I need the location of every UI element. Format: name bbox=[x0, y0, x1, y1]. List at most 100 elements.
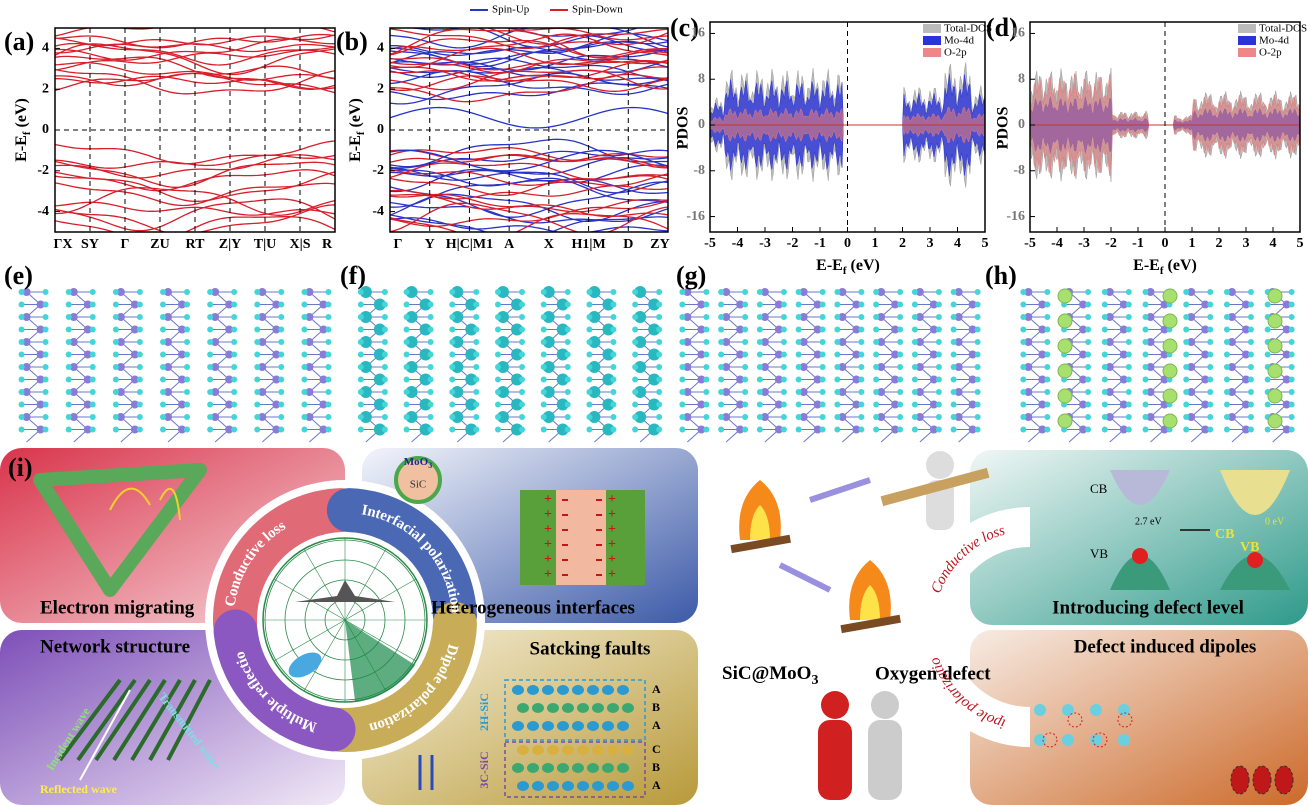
atom bbox=[912, 377, 918, 383]
gap-label: 0 eV bbox=[1265, 516, 1285, 527]
atom bbox=[541, 352, 547, 358]
atom bbox=[404, 389, 410, 395]
atom bbox=[610, 402, 616, 408]
atom bbox=[517, 781, 529, 791]
atom bbox=[757, 327, 763, 333]
atom bbox=[541, 427, 547, 433]
atom bbox=[382, 414, 388, 420]
legend-swatch bbox=[923, 24, 941, 33]
atom bbox=[254, 364, 260, 370]
atom bbox=[428, 314, 434, 320]
atom bbox=[1085, 327, 1091, 333]
atom bbox=[632, 364, 638, 370]
atom bbox=[495, 302, 501, 308]
atom bbox=[66, 339, 72, 345]
atom bbox=[1118, 734, 1130, 746]
atom bbox=[90, 289, 96, 295]
atom bbox=[184, 402, 190, 408]
atom bbox=[473, 289, 479, 295]
wave-label: Reflected wave bbox=[40, 782, 118, 796]
atom bbox=[473, 377, 479, 383]
atom bbox=[325, 427, 331, 433]
atom bbox=[66, 414, 72, 420]
x-tick-label: -2 bbox=[787, 236, 799, 251]
charge: + bbox=[608, 567, 616, 582]
atom bbox=[858, 327, 864, 333]
atom bbox=[358, 377, 364, 383]
dopant bbox=[1058, 389, 1072, 403]
atom bbox=[358, 364, 364, 370]
x-tick-label: H1|M bbox=[571, 237, 605, 252]
atom bbox=[1289, 314, 1295, 320]
atom bbox=[231, 352, 237, 358]
atom bbox=[19, 427, 25, 433]
dopant bbox=[1163, 314, 1177, 328]
atom bbox=[796, 414, 802, 420]
atom bbox=[137, 402, 143, 408]
atom bbox=[1102, 314, 1108, 320]
atom bbox=[858, 402, 864, 408]
charge: + bbox=[544, 537, 552, 552]
atom bbox=[1289, 427, 1295, 433]
atom bbox=[834, 327, 840, 333]
atom bbox=[43, 302, 49, 308]
atom bbox=[382, 377, 388, 383]
atom bbox=[718, 289, 724, 295]
atom bbox=[358, 339, 364, 345]
atom bbox=[231, 364, 237, 370]
atom bbox=[160, 314, 166, 320]
atom bbox=[382, 352, 388, 358]
atom bbox=[742, 389, 748, 395]
atom bbox=[207, 314, 213, 320]
atom bbox=[449, 389, 455, 395]
atom bbox=[1102, 364, 1108, 370]
atom bbox=[656, 377, 662, 383]
atom bbox=[43, 389, 49, 395]
atom bbox=[207, 302, 213, 308]
y-tick-label: 2 bbox=[377, 81, 384, 96]
dopant bbox=[1268, 289, 1282, 303]
atom bbox=[1224, 427, 1230, 433]
atom bbox=[254, 427, 260, 433]
atom bbox=[834, 339, 840, 345]
atom bbox=[586, 289, 592, 295]
atom bbox=[519, 402, 525, 408]
atom bbox=[43, 289, 49, 295]
atom bbox=[541, 302, 547, 308]
atom bbox=[975, 339, 981, 345]
atom bbox=[1020, 414, 1026, 420]
atom bbox=[113, 314, 119, 320]
atom bbox=[512, 763, 524, 773]
atom bbox=[742, 427, 748, 433]
y-label-part: (eV) bbox=[13, 98, 30, 131]
atom bbox=[607, 781, 619, 791]
atom bbox=[1102, 402, 1108, 408]
dopant bbox=[1163, 364, 1177, 378]
atom bbox=[527, 763, 539, 773]
atom bbox=[184, 427, 190, 433]
atom bbox=[19, 402, 25, 408]
atom bbox=[404, 339, 410, 345]
atom bbox=[565, 427, 571, 433]
atom bbox=[449, 289, 455, 295]
atom bbox=[527, 685, 539, 695]
atom bbox=[1143, 389, 1149, 395]
x-tick-label: ZU bbox=[150, 237, 169, 252]
atom bbox=[90, 389, 96, 395]
atom bbox=[207, 327, 213, 333]
atom bbox=[1183, 302, 1189, 308]
dopant bbox=[1058, 289, 1072, 303]
atom bbox=[449, 352, 455, 358]
charge: + bbox=[608, 537, 616, 552]
atom bbox=[617, 721, 629, 731]
atom bbox=[1085, 427, 1091, 433]
x-tick-label: 2 bbox=[1216, 236, 1223, 251]
atom bbox=[1248, 352, 1254, 358]
atom bbox=[975, 302, 981, 308]
atom bbox=[428, 339, 434, 345]
atom bbox=[912, 352, 918, 358]
atom bbox=[781, 327, 787, 333]
charge: + bbox=[608, 552, 616, 567]
x-tick-label: X|S bbox=[290, 237, 311, 252]
atom bbox=[1044, 427, 1050, 433]
